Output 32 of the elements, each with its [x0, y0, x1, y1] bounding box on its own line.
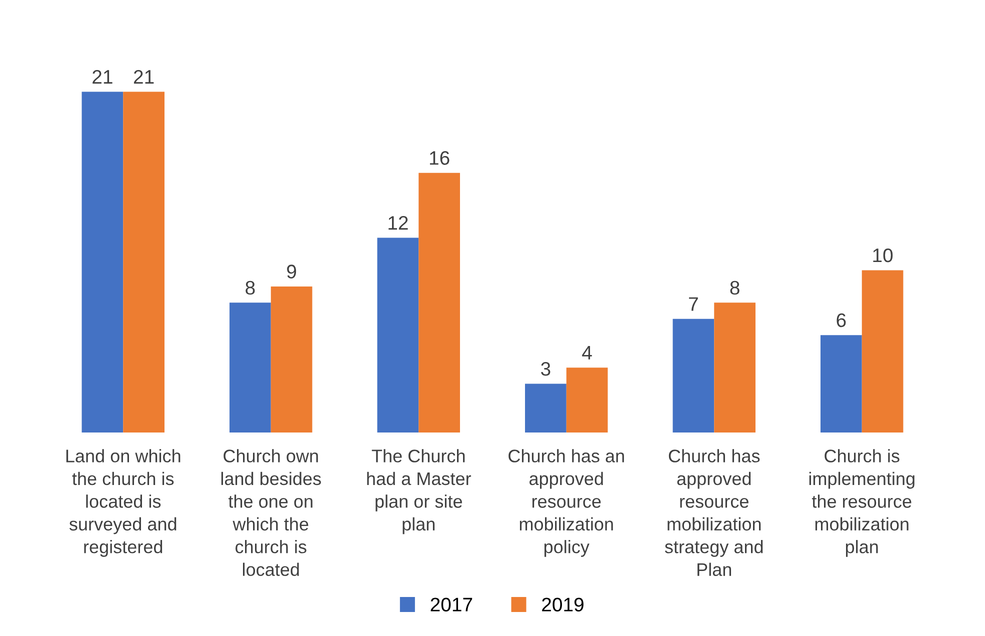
data-label: 16: [430, 151, 450, 165]
bar: [862, 270, 904, 432]
data-label: 8: [246, 280, 255, 295]
data-label: 3: [541, 362, 550, 376]
bar: [672, 318, 714, 432]
data-label: 9: [287, 264, 296, 278]
data-label: 8: [730, 280, 740, 295]
data-label: 7: [689, 297, 698, 311]
x-tick-label: Church is implementing the resource mobilization plan: [809, 449, 914, 557]
bar: [270, 286, 312, 432]
legend-label: 2019: [542, 598, 584, 612]
bar: [820, 335, 862, 432]
bar: [418, 172, 460, 432]
bar: [230, 302, 271, 432]
x-tick-label: Church has approved resource mobilization strategy and Plan: [664, 449, 763, 576]
legend-label: 2017: [430, 598, 472, 612]
data-label: 21: [92, 70, 112, 84]
bar: [714, 302, 756, 432]
bar: [377, 238, 419, 432]
x-tick-label: Church has an approved resource mobilization policy: [508, 449, 624, 557]
data-label: 12: [388, 216, 408, 230]
x-tick-label: The Church had a Master plan or site plan: [367, 449, 472, 534]
data-label: 10: [873, 248, 893, 262]
bar: [123, 92, 164, 432]
data-label: 6: [836, 313, 846, 328]
bar: [82, 92, 124, 432]
x-tick-label: Land on which the church is located is surveyed and registered: [66, 449, 180, 557]
data-label: 4: [582, 346, 592, 360]
data-label: 21: [134, 70, 154, 84]
x-tick-label: Church own land besides the one on which the church is located: [221, 449, 321, 576]
bar: [525, 384, 566, 432]
bar: [566, 368, 608, 432]
